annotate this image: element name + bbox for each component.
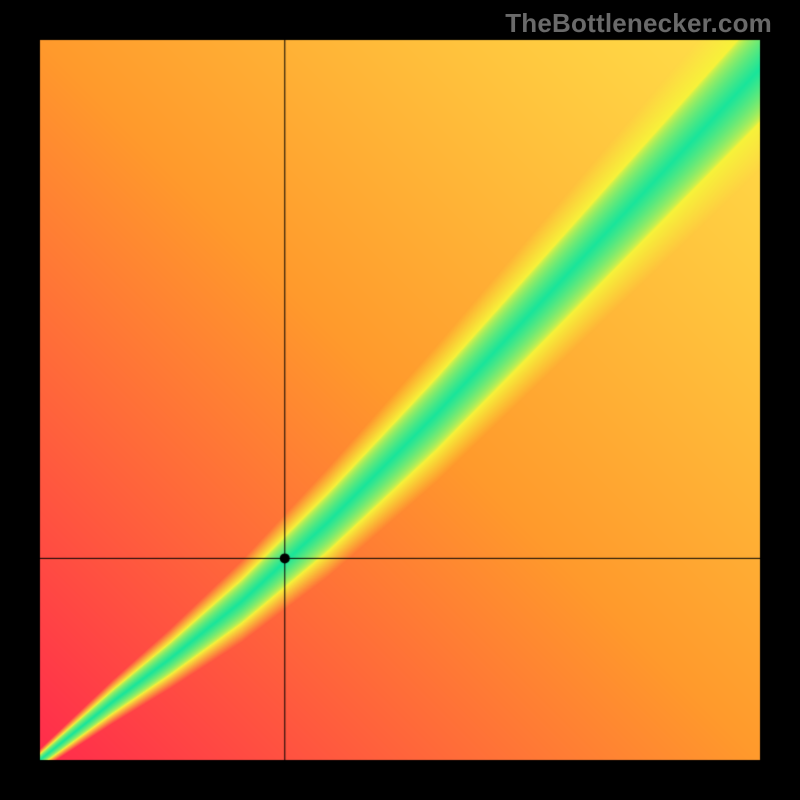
- chart-container: TheBottlenecker.com: [0, 0, 800, 800]
- bottleneck-heatmap: [0, 0, 800, 800]
- watermark-text: TheBottlenecker.com: [505, 8, 772, 39]
